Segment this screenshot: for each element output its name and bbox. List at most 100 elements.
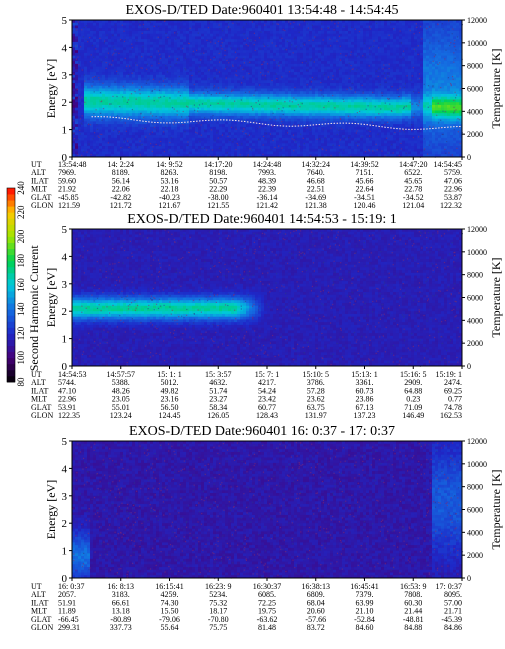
chart-title: EXOS-D/TED Date:960401 14:54:53 - 15:19:… xyxy=(127,212,396,227)
ephemeris-cell: -57.66 xyxy=(305,615,326,624)
ephemeris-cell: 15: 1: 1 xyxy=(157,370,181,379)
ephemeris-row-label: GLAT xyxy=(31,193,52,202)
ephemeris-cell: 16:53: 9 xyxy=(400,582,426,591)
ephemeris-cell: -80.89 xyxy=(110,615,131,624)
colorbar-cell xyxy=(7,218,15,225)
y-tick-label: 3 xyxy=(62,279,68,291)
ephemeris-row-label: GLON xyxy=(31,201,53,210)
ephemeris-row-label: GLAT xyxy=(31,403,52,412)
ephemeris-cell: 68.04 xyxy=(307,598,325,607)
colorbar-cell xyxy=(7,242,15,250)
ephemeris-cell: 5388. xyxy=(112,378,130,387)
y-tick-label: 2 xyxy=(62,97,68,109)
ephemeris-cell: -48.81 xyxy=(403,615,424,624)
y2-tick-label: 0 xyxy=(467,153,471,162)
ephemeris-cell: 72.25 xyxy=(258,598,276,607)
ephemeris-cell: 69.25 xyxy=(444,386,462,395)
ephemeris-cell: 5234. xyxy=(209,590,227,599)
ephemeris-row-label: GLON xyxy=(31,411,53,420)
ephemeris-cell: 137.23 xyxy=(354,411,376,420)
ephemeris-cell: 22.96 xyxy=(444,185,462,194)
ephemeris-row-label: ILAT xyxy=(31,176,48,185)
ephemeris-cell: 8095. xyxy=(444,590,462,599)
ephemeris-cell: -34.69 xyxy=(305,193,326,202)
ephemeris-cell: 20.60 xyxy=(307,607,325,616)
ephemeris-cell: 71.09 xyxy=(404,403,422,412)
y-tick-label: 0 xyxy=(62,573,68,585)
ephemeris-cell: 6085. xyxy=(258,590,276,599)
ephemeris-cell: 14:57:57 xyxy=(107,370,135,379)
ephemeris-row-label: ALT xyxy=(31,378,46,387)
colorbar-cell xyxy=(7,297,15,304)
ephemeris-cell: 23.16 xyxy=(161,395,179,404)
ephemeris-cell: 51.91 xyxy=(58,598,76,607)
ephemeris-cell: 162.53 xyxy=(440,411,462,420)
ephemeris-cell: 14:54:45 xyxy=(434,160,462,169)
ephemeris-cell: 56.14 xyxy=(112,176,130,185)
y-tick-label: 2 xyxy=(62,306,68,318)
ephemeris-cell: 19.75 xyxy=(258,607,276,616)
y-tick-label: 4 xyxy=(62,463,68,475)
ephemeris-row-label: UT xyxy=(31,160,42,169)
ephemeris-cell: 0.77 xyxy=(448,395,462,404)
ephemeris-cell: 2057. xyxy=(58,590,76,599)
ephemeris-cell: 60.73 xyxy=(356,386,374,395)
ephemeris-cell: -52.84 xyxy=(354,615,375,624)
colorbar-cell xyxy=(7,194,15,201)
ephemeris-cell: 128.43 xyxy=(256,411,278,420)
colorbar-cell xyxy=(7,333,15,340)
colorbar-cell xyxy=(7,254,15,262)
colorbar-tick-label: 160 xyxy=(16,278,26,292)
ephemeris-cell: 84.86 xyxy=(444,623,462,632)
y-tick-label: 4 xyxy=(62,42,68,54)
colorbar-cell xyxy=(7,266,15,274)
colorbar-cell xyxy=(7,339,15,347)
ephemeris-cell: 74.78 xyxy=(444,403,462,412)
ephemeris-cell: 75.75 xyxy=(209,623,227,632)
ephemeris-cell: 0.23 xyxy=(406,395,420,404)
colorbar-cell xyxy=(7,375,15,383)
ephemeris-cell: 59.60 xyxy=(58,176,76,185)
colorbar-cell xyxy=(7,230,15,237)
y2-tick-label: 10000 xyxy=(467,39,487,48)
y-tick-label: 5 xyxy=(62,436,68,448)
ephemeris-cell: 56.50 xyxy=(161,403,179,412)
ephemeris-row-label: MLT xyxy=(31,607,47,616)
ephemeris-cell: 14:54:53 xyxy=(58,370,86,379)
y2-tick-label: 8000 xyxy=(467,62,483,71)
ephemeris-cell: -34.52 xyxy=(403,193,424,202)
colorbar-cell xyxy=(7,357,15,365)
heatmap-cells xyxy=(72,229,463,367)
ephemeris-cell: 4217. xyxy=(258,378,276,387)
spectrogram-panel-2: EXOS-D/TED Date:960401 14:54:53 - 15:19:… xyxy=(31,212,503,420)
ephemeris-cell: 22.51 xyxy=(307,185,325,194)
y2-tick-label: 6000 xyxy=(467,294,483,303)
ephemeris-cell: 16: 8:13 xyxy=(108,582,134,591)
ephemeris-cell: 8198. xyxy=(209,168,227,177)
y-tick-label: 4 xyxy=(62,251,68,263)
ephemeris-cell: 22.96 xyxy=(58,395,76,404)
ephemeris-cell: 16:38:13 xyxy=(302,582,330,591)
y-tick-label: 1 xyxy=(62,125,68,137)
ephemeris-cell: 23.05 xyxy=(112,395,130,404)
colorbar-tick-label: 180 xyxy=(16,254,26,268)
ephemeris-cell: 22.78 xyxy=(404,185,422,194)
ephemeris-cell: 47.10 xyxy=(58,386,76,395)
colorbar-cell xyxy=(7,315,15,322)
ephemeris-cell: 121.42 xyxy=(256,201,278,210)
y-tick-label: 5 xyxy=(62,15,68,27)
y-tick-label: 1 xyxy=(62,546,68,558)
ephemeris-cell: 48.26 xyxy=(112,386,130,395)
y-tick-label: 0 xyxy=(62,361,68,373)
ephemeris-cell: 5759. xyxy=(444,168,462,177)
ephemeris-cell: 16: 0:37 xyxy=(58,582,84,591)
ephemeris-cell: 22.39 xyxy=(258,185,276,194)
ephemeris-cell: 15:19: 1 xyxy=(436,370,462,379)
ephemeris-cell: 4632. xyxy=(209,378,227,387)
ephemeris-cell: 23.62 xyxy=(307,395,325,404)
heatmap-cells xyxy=(72,441,464,580)
ephemeris-cell: 14:17:20 xyxy=(204,160,232,169)
